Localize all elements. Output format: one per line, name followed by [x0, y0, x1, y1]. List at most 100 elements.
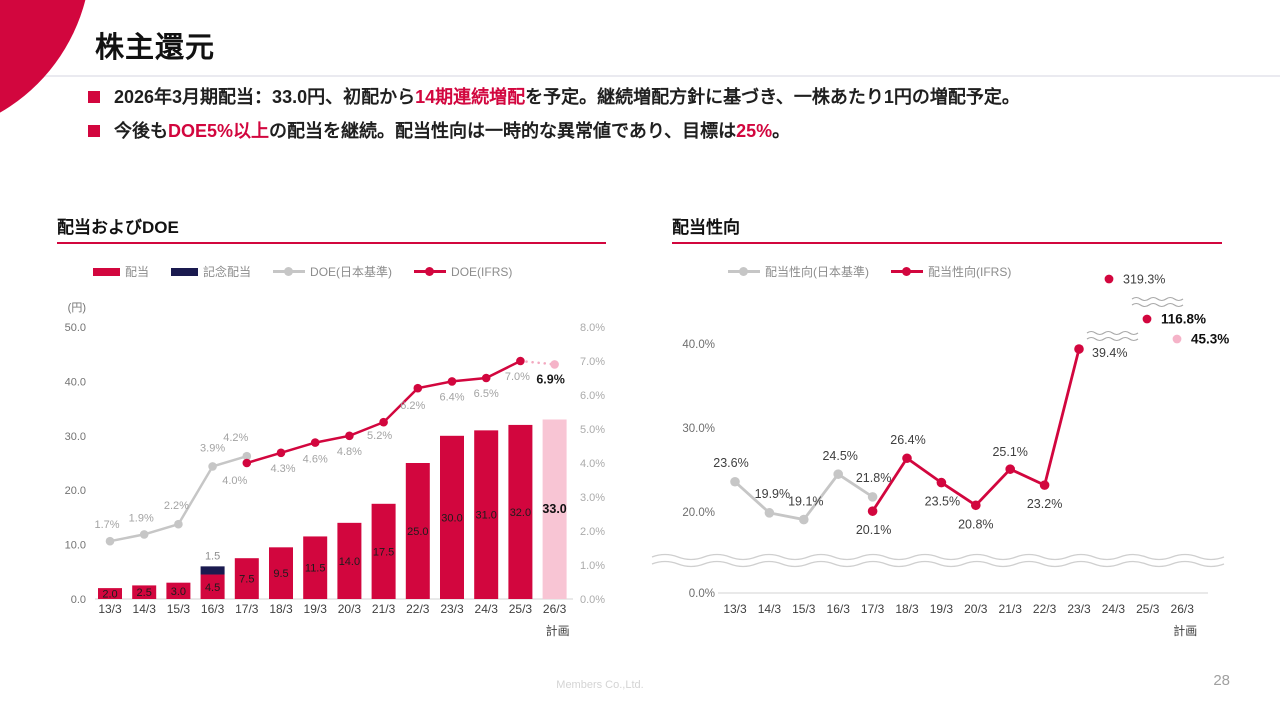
axis-labels: 0.0 10.0 20.0 30.0 40.0 50.0 (円) 0.0% 1.0% 2.0% 3.…	[65, 302, 606, 638]
doe-japan-label: 1.7%	[94, 519, 119, 531]
right-axis-tick: 5.0%	[580, 424, 605, 436]
x-axis-label: 19/3	[930, 602, 954, 616]
doe-ifrs-point	[413, 383, 423, 393]
payout-japan-label: 19.9%	[755, 487, 790, 501]
payout-ifrs-point	[936, 477, 947, 488]
bullet-item: 2026年3月期配当：33.0円、初配から14期連続増配を予定。継続増配方針に基…	[88, 86, 1228, 109]
doe-japan-point	[242, 451, 252, 461]
doe-ifrs-point	[242, 458, 252, 468]
x-axis-label: 20/3	[338, 602, 362, 616]
x-axis-plan-sublabel: 計画	[1173, 623, 1197, 638]
x-axis-label: 18/3	[269, 602, 293, 616]
small-break-wave	[1131, 296, 1184, 302]
off-scale-point	[1172, 334, 1182, 344]
off-scale-label: 45.3%	[1191, 332, 1229, 347]
doe-ifrs-label: 6.2%	[400, 400, 425, 412]
doe-japan-series: 1.7% 1.9% 2.2% 3.9%4.2%	[94, 432, 252, 546]
bar-value-label: 25.0	[407, 526, 428, 538]
y-axis-tick: 30.0	[65, 431, 86, 443]
payout-chart-title: 配当性向	[672, 218, 740, 237]
x-axis-label: 26/3	[1171, 602, 1195, 616]
dividend-bar	[440, 435, 464, 599]
bar-value-label: 3.0	[171, 586, 186, 598]
doe-ifrs-point	[516, 356, 525, 366]
doe-japan-point	[208, 462, 217, 471]
bar-value-label: 31.0	[475, 510, 496, 522]
wave-line	[651, 553, 1225, 561]
x-axis-label: 21/3	[372, 602, 396, 616]
payout-japan-label: 23.6%	[713, 456, 748, 470]
x-axis-label: 14/3	[133, 602, 157, 616]
x-axis-label: 13/3	[723, 602, 747, 616]
x-axis-label: 17/3	[235, 602, 259, 616]
dividend-chart-legend: 配当 記念配当 DOE(日本基準) DOE(IFRS)	[93, 263, 512, 280]
x-axis-label: 15/3	[167, 602, 191, 616]
payout-japan-point	[730, 476, 740, 487]
doe-ifrs-label: 4.3%	[270, 463, 295, 475]
dividend-bar	[132, 585, 157, 599]
small-break-wave	[1131, 302, 1184, 308]
right-axis-tick: 8.0%	[580, 322, 605, 334]
right-axis-tick: 7.0%	[580, 356, 605, 368]
legend-item-dividend: 配当	[93, 263, 149, 280]
y-axis-tick: 50.0	[65, 322, 86, 334]
dividend-bar	[200, 574, 225, 599]
doe-ifrs-point	[481, 373, 491, 383]
x-axis-label: 16/3	[827, 602, 851, 616]
dividend-doe-chart: 0.0 10.0 20.0 30.0 40.0 50.0 (円) 0.0% 1.0% 2.0% 3.…	[65, 302, 606, 638]
doe-ifrs-label: 7.0%	[505, 371, 530, 383]
payout-japan-point	[867, 492, 878, 502]
payout-ifrs-label: 20.8%	[958, 517, 993, 531]
dividend-bar	[166, 582, 191, 599]
payout-ifrs-point	[1005, 464, 1015, 474]
doe-ifrs-label: 5.2%	[367, 430, 392, 442]
right-axis-tick: 2.0%	[580, 526, 605, 538]
dividend-bar	[371, 503, 396, 599]
y-axis-tick: 40.0%	[682, 339, 715, 351]
bullet-list: 2026年3月期配当：33.0円、初配から14期連続増配を予定。継続増配方針に基…	[88, 86, 1228, 153]
doe-japan-point	[105, 536, 115, 546]
x-axis-label: 19/3	[304, 602, 328, 616]
doe-ifrs-label: 6.5%	[474, 388, 499, 400]
doe-ifrs-line-icon	[414, 267, 447, 276]
right-axis-tick: 3.0%	[580, 492, 605, 504]
y-axis-tick: 0.0	[71, 594, 86, 606]
payout-ratio-chart: 0.0% 20.0% 30.0% 40.0% 13/3 14/3 15/3 16/3 17/3 1…	[651, 273, 1229, 638]
bar-value-label: 9.5	[273, 568, 288, 580]
commemorative-value-label: 1.5	[205, 550, 220, 562]
dividend-bar	[405, 463, 430, 599]
payout-ifrs-point	[867, 506, 878, 516]
x-axis-label: 22/3	[406, 602, 430, 616]
axis-break-wave	[651, 553, 1225, 568]
y-axis-tick: 30.0%	[682, 423, 715, 435]
off-scale-label: 319.3%	[1123, 273, 1165, 287]
doe-japan-label: 2.2%	[164, 500, 189, 512]
doe-japan-point	[139, 530, 149, 539]
x-axis-label: 14/3	[758, 602, 782, 616]
page-title: 株主還元	[95, 32, 216, 64]
bar-value-label: 17.5	[373, 546, 394, 558]
bar-value-labels: 2.0 2.5 3.0 4.5 7.5 9.5 11.5 14.0 17.5 25.0 30.0 31…	[102, 502, 566, 600]
payout-japan-label: 19.1%	[788, 495, 823, 509]
dividend-bar	[337, 522, 362, 599]
payout-ifrs-line-icon	[891, 267, 923, 276]
commemorative-swatch-icon	[171, 267, 199, 276]
bar-value-label: 7.5	[239, 574, 254, 586]
small-break-wave	[1086, 336, 1139, 342]
payout-ifrs-label: 39.4%	[1092, 346, 1127, 360]
doe-ifrs-series: 4.0% 4.3% 4.6% 4.8% 5.2% 6.2% 6.4% 6.5% 7.0% 6.9%	[222, 356, 565, 487]
bar-value-label: 14.0	[339, 556, 360, 568]
off-scale-points: 319.3% 116.8% 45.3%	[1086, 273, 1229, 347]
x-axis-label: 15/3	[792, 602, 816, 616]
decorative-corner-circle	[0, 0, 91, 137]
payout-ifrs-label: 25.1%	[992, 445, 1027, 459]
payout-ifrs-series: 20.1% 26.4% 23.5% 20.8% 25.1% 23.2% 39.4%	[856, 344, 1127, 537]
payout-japan-point	[833, 469, 843, 479]
footer-company-name: Members Co.,Ltd.	[556, 679, 644, 691]
commemorative-dividend-bar	[200, 566, 225, 575]
legend-item-doe-japan: DOE(日本基準)	[273, 263, 392, 280]
bullet-text: 2026年3月期配当：33.0円、初配から14期連続増配を予定。継続増配方針に基…	[114, 87, 1020, 107]
payout-japan-series: 23.6% 19.9%19.1% 24.5% 21.8%	[713, 449, 891, 525]
x-axis-label: 23/3	[1067, 602, 1091, 616]
right-axis-tick: 0.0%	[580, 594, 605, 606]
